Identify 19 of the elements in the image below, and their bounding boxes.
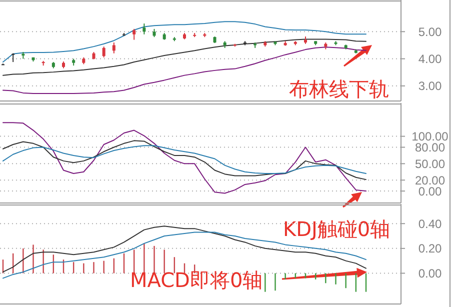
y-tick-label: 3.00 [418, 79, 442, 94]
y-tick-label: 0.40 [418, 216, 442, 231]
y-tick-label: 0.00 [418, 266, 442, 280]
y-tick-label: 50.00 [414, 156, 446, 171]
y-tick-label: 4.00 [418, 52, 442, 66]
line-series [2, 145, 366, 174]
line-series [2, 21, 366, 63]
annotation: MACD即将0轴 [130, 268, 263, 292]
annotation: KDJ触碰0轴 [283, 217, 390, 241]
candlestick [142, 23, 146, 35]
line-series [2, 38, 366, 76]
line-series [2, 122, 366, 194]
y-tick-label: 5.00 [418, 24, 442, 39]
annotation: 布林线下轨 [289, 77, 389, 101]
candlestick [102, 46, 106, 58]
candlestick [132, 28, 136, 40]
line-series [2, 140, 366, 180]
candlestick [112, 42, 116, 54]
y-tick-label: 0.20 [418, 242, 442, 256]
